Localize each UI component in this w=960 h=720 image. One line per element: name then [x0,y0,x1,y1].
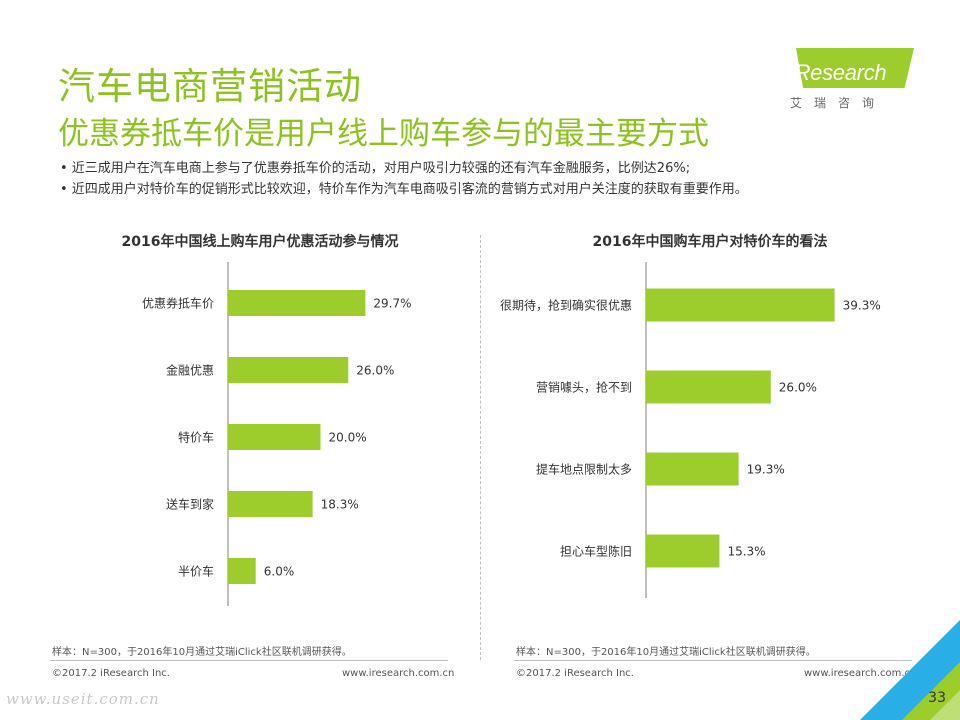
data-label: 20.0% [329,431,367,445]
page-number: 33 [928,690,946,706]
right-url: www.iresearch.com.cn [804,668,917,679]
category-label: 特价车 [178,430,214,445]
page-subtitle: 优惠券抵车价是用户线上购车参与的最主要方式 [58,116,709,152]
logo-cn-text: 艾瑞咨询 [790,96,887,110]
data-label: 19.3% [747,463,785,477]
data-label: 6.0% [264,565,295,579]
logo-brand-text: iResearch [790,60,887,85]
iresearch-logo: iResearch 艾瑞咨询 [786,48,916,110]
category-label: 很期待，抢到确实很优惠 [500,298,632,313]
data-label: 29.7% [373,297,411,311]
data-label: 15.3% [727,545,765,559]
bar [646,534,720,568]
bar [646,370,771,404]
right-chart-title: 2016年中国购车用户对特价车的看法 [592,234,828,250]
left-footer-rule [50,660,448,661]
category-label: 送车到家 [166,497,214,512]
right-footer-rule [514,660,912,661]
bullet-item: • 近三成用户在汽车电商上参与了优惠券抵车价的活动，对用户吸引力较强的还有汽车金… [60,161,691,176]
data-label: 39.3% [843,299,881,313]
corner-decoration [860,620,960,720]
right-copyright: ©2017.2 iResearch Inc. [516,668,634,679]
category-label: 提车地点限制太多 [536,462,632,477]
left-url: www.iresearch.com.cn [342,668,455,679]
logo-badge [796,48,914,88]
left-copyright: ©2017.2 iResearch Inc. [52,668,170,679]
bar [228,357,349,383]
left-sample-note: 样本：N=300，于2016年10月通过艾瑞iClick社区联机调研获得。 [52,647,352,658]
left-bar-chart: 优惠券抵车价 29.7% 金融优惠 26.0% 特价车 20.0% 送车到家 18.3% 半价车… [142,262,411,606]
bullet-item: • 近四成用户对特价车的促销形式比较欢迎，特价车作为汽车电商吸引客流的营销方式对… [60,182,748,197]
bar [646,288,835,322]
category-label: 半价车 [178,564,214,579]
chart-divider [480,235,481,660]
bar [646,452,739,486]
left-chart-title: 2016年中国线上购车用户优惠活动参与情况 [121,234,399,250]
bar [228,558,256,584]
category-label: 优惠券抵车价 [142,296,214,311]
category-label: 金融优惠 [166,363,214,378]
data-label: 26.0% [779,381,817,395]
bar [228,290,366,316]
data-label: 26.0% [356,364,394,378]
category-label: 担心车型陈旧 [560,544,632,559]
category-label: 营销噱头，抢不到 [536,380,632,395]
right-sample-note: 样本：N=300，于2016年10月通过艾瑞iClick社区联机调研获得。 [516,647,816,658]
bar [228,424,321,450]
site-watermark: www.useit.com.cn [6,690,160,708]
data-label: 18.3% [321,498,359,512]
bar [228,491,313,517]
summary-bullets: • 近三成用户在汽车电商上参与了优惠券抵车价的活动，对用户吸引力较强的还有汽车金… [60,158,748,200]
page-title: 汽车电商营销活动 [58,65,362,108]
